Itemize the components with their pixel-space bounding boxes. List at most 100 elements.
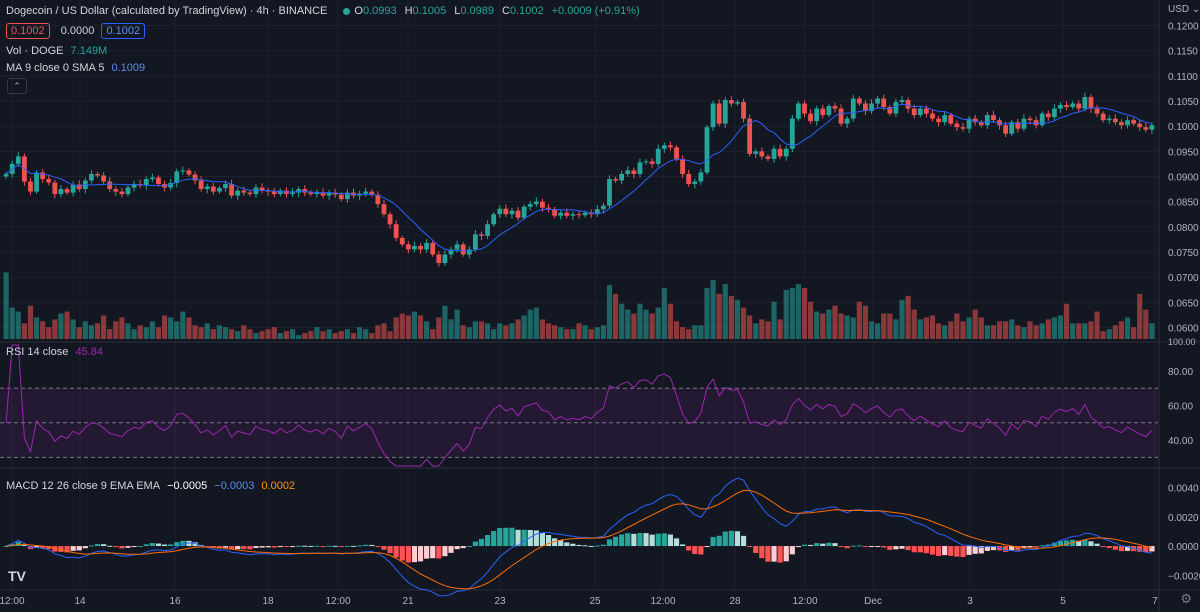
volume-bar [789, 288, 795, 339]
ma-legend[interactable]: MA 9 close 0 SMA 5 0.1009 [6, 62, 149, 74]
volume-bar [192, 325, 198, 339]
macd-histogram-bar [1143, 546, 1149, 553]
candle-body [576, 214, 582, 216]
candle-body [924, 108, 929, 114]
macd-histogram-bar [216, 546, 223, 549]
rsi-legend[interactable]: RSI 14 close 45.84 [6, 346, 107, 358]
macd-signal-value: 0.0002 [261, 480, 296, 492]
volume-bar [698, 325, 704, 339]
time-tick-label: 3 [967, 596, 973, 607]
candle-body [741, 102, 746, 119]
volume-bar [649, 313, 655, 339]
macd-histogram-bar [1106, 546, 1112, 549]
candle-body [1131, 120, 1137, 124]
candle-body [101, 175, 107, 182]
candle-body [241, 190, 247, 193]
candle-body [320, 192, 326, 196]
bid-ask-row: 0.1002 0.0000 0.1002 [6, 23, 149, 39]
volume-bar [296, 335, 302, 339]
macd-histogram-bar [692, 546, 698, 555]
macd-line-value: −0.0003 [214, 480, 255, 492]
volume-bar [216, 325, 223, 339]
ohlc-value: 0.0993 [362, 5, 397, 17]
volume-bar [539, 319, 546, 339]
candle-body [838, 108, 844, 124]
macd-histogram-bar [253, 546, 259, 548]
macd-histogram-bar [661, 533, 667, 547]
volume-bar [966, 317, 972, 339]
time-tick-label: 14 [74, 596, 86, 607]
macd-histogram-bar [844, 546, 850, 549]
volume-bar [64, 311, 70, 339]
macd-histogram-bar [1112, 546, 1118, 550]
volume-bar [990, 325, 997, 339]
macd-histogram-bar [338, 546, 344, 548]
macd-histogram-bar [381, 546, 387, 550]
collapse-legend-button[interactable]: ⌃ [7, 78, 27, 94]
candle-body [1106, 118, 1112, 121]
macd-histogram-bar [954, 546, 960, 557]
candle-body [412, 245, 417, 250]
macd-histogram-bar [88, 545, 95, 547]
volume-bar [58, 313, 64, 339]
candle-body [472, 234, 478, 250]
volume-bar [1021, 327, 1027, 339]
volume-legend[interactable]: Vol · DOGE 7.149M [6, 45, 111, 57]
macd-legend[interactable]: MACD 12 26 close 9 EMA EMA −0.0005 −0.00… [6, 480, 299, 492]
symbol-title[interactable]: Dogecoin / US Dollar (calculated by Trad… [6, 5, 328, 17]
macd-histogram-bar [436, 546, 442, 559]
candle-body [905, 100, 911, 109]
volume-bar [174, 321, 180, 339]
candle-body [95, 173, 100, 176]
candle-body [1003, 125, 1009, 134]
volume-bar [442, 305, 448, 339]
candle-body [942, 115, 948, 123]
candle-body [917, 108, 923, 116]
candle-body [613, 179, 618, 181]
volume-bar [856, 301, 862, 339]
time-tick-label: 12:00 [325, 596, 350, 607]
ohlc-value: 0.0989 [460, 5, 494, 17]
macd-histogram-bar [771, 546, 777, 562]
macd-histogram-bar [582, 545, 588, 547]
macd-histogram-bar [564, 542, 570, 547]
rsi-value: 45.84 [75, 346, 103, 358]
price-tick-label: 0.0950 [1168, 147, 1199, 158]
macd-histogram-bar [143, 544, 149, 547]
volume-bar [875, 323, 881, 339]
ohlc-key: L [454, 5, 461, 17]
candle-body [1149, 125, 1155, 130]
gear-icon[interactable]: ⚙ [1180, 591, 1192, 606]
sell-price-box[interactable]: 0.1002 [6, 23, 50, 39]
volume-bar [15, 311, 21, 339]
time-tick-label: 12:00 [0, 596, 25, 607]
macd-line [5, 477, 1152, 597]
macd-histogram-bar [1094, 543, 1100, 547]
candle-body [820, 108, 826, 116]
macd-histogram-bar [1124, 546, 1131, 551]
volume-bar [893, 319, 899, 339]
volume-bar [241, 325, 247, 339]
candle-body [424, 242, 430, 250]
macd-histogram-bar [113, 546, 119, 548]
volume-bar [740, 307, 747, 339]
buy-price-box[interactable]: 0.1002 [101, 23, 146, 39]
volume-bar [1106, 329, 1112, 339]
price-axis: 0.1200 0.1150 0.1100 0.1050 0.1000 0.0950 0.09… [1168, 22, 1199, 335]
candle-body [430, 242, 436, 255]
volume-bar [1057, 315, 1064, 339]
volume-bar [308, 331, 314, 339]
volume-bar [411, 311, 418, 339]
candle-body [954, 123, 960, 128]
volume-bar [704, 288, 710, 339]
tradingview-logo[interactable]: TV [8, 568, 26, 584]
macd-histogram-bar [923, 546, 929, 554]
currency-label: USD ⌄ [1168, 4, 1200, 15]
candle-body [192, 174, 198, 181]
volume-bar [801, 288, 808, 339]
candle-body [1058, 105, 1063, 109]
macd-histogram-bar [277, 546, 283, 548]
symbol-legend[interactable]: Dogecoin / US Dollar (calculated by Trad… [6, 5, 652, 17]
volume-bar [149, 321, 155, 339]
